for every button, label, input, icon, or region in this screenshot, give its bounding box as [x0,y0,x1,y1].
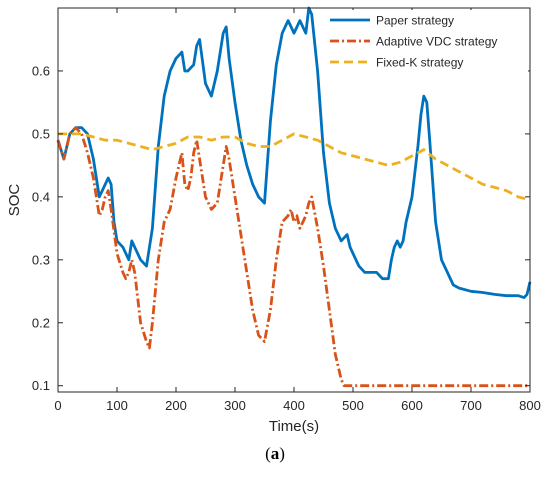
y-tick-label: 0.6 [32,63,50,78]
y-tick-label: 0.3 [32,252,50,267]
x-tick-label: 0 [54,398,61,413]
y-tick-label: 0.2 [32,315,50,330]
x-tick-label: 100 [106,398,128,413]
x-tick-label: 300 [224,398,246,413]
series-line-adaptive-vdc-strategy [56,126,530,388]
figure-caption: (a) [0,444,550,464]
y-tick-label: 0.5 [32,126,50,141]
series-layer [56,6,532,388]
x-tick-label: 800 [519,398,541,413]
y-tick-label: 0.1 [32,378,50,393]
series-line-paper-strategy [56,6,532,300]
x-axis-label: Time(s) [269,418,319,435]
caption-close: ) [279,444,285,463]
y-tick-label: 0.4 [32,189,50,204]
ticks-layer: 0 100 200 300 400 500 600 700 800 0.1 0.2 0.3 0.4 0.5… [32,8,541,413]
x-tick-label: 500 [342,398,364,413]
legend-label-adaptive-vdc-strategy: Adaptive VDC strategy [376,35,497,49]
legend-label-fixed-k-strategy: Fixed-K strategy [376,56,463,70]
x-tick-label: 600 [401,398,423,413]
x-tick-label: 400 [283,398,305,413]
caption-open: ( [265,444,271,463]
legend-box [322,10,528,82]
x-tick-label: 200 [165,398,187,413]
soc-line-chart: 0 100 200 300 400 500 600 700 800 0.1 0.2 0.3 0.4 0.5… [6,6,541,435]
legend: Paper strategy Adaptive VDC strategy Fixed… [322,10,528,82]
caption-letter: a [270,444,280,463]
series-line-fixed-k-strategy [58,132,531,202]
y-axis-label: SOC [6,184,23,217]
legend-label-paper-strategy: Paper strategy [376,14,454,28]
x-tick-label: 700 [460,398,482,413]
